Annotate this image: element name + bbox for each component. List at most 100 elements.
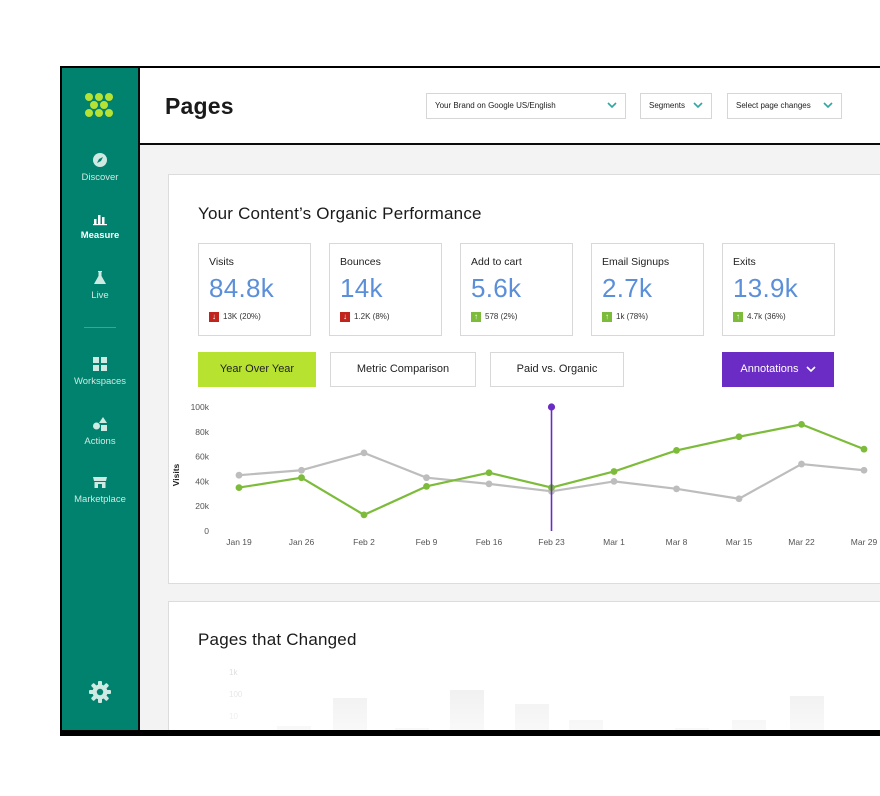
chevron-down-icon: [806, 366, 816, 373]
series-point: [485, 480, 493, 488]
metric-delta-value: 578 (2%): [485, 312, 518, 322]
series-point: [673, 485, 680, 493]
tab-paid-vs-organic[interactable]: Paid vs. Organic: [490, 352, 624, 387]
header: Pages Your Brand on Google US/English Se…: [140, 68, 880, 145]
sidebar-item-label: Marketplace: [74, 494, 126, 505]
sidebar-item-label: Live: [91, 290, 109, 301]
x-tick-label: Mar 29: [851, 537, 878, 547]
app-window: Discover Measure Live Workspaces Actions…: [60, 66, 880, 736]
page-title: Pages: [165, 93, 234, 119]
series-point: [423, 482, 430, 490]
arrow-up-icon: ↑: [471, 312, 481, 322]
x-tick-label: Mar 22: [788, 537, 815, 547]
metric-label: Add to cart: [471, 256, 522, 268]
performance-card: Your Content’s Organic Performance Visit…: [168, 174, 880, 584]
series-point: [798, 460, 805, 468]
flask-icon: [94, 271, 106, 284]
x-tick-label: Feb 9: [416, 537, 438, 547]
gear-icon[interactable]: [88, 680, 112, 704]
sidebar-item-live[interactable]: Live: [62, 270, 138, 301]
series-point: [860, 445, 868, 453]
metric-value: 13.9k: [733, 273, 799, 303]
metric-delta: ↑ 1k (78%): [602, 312, 648, 322]
series-point: [735, 433, 743, 441]
y-tick-label: 20k: [195, 501, 209, 511]
y-axis-label: Visits: [171, 463, 181, 486]
metric-visits[interactable]: Visits 84.8k ↓ 13K (20%): [198, 243, 311, 336]
metric-label: Email Signups: [602, 256, 670, 268]
sidebar-item-measure[interactable]: Measure: [62, 210, 138, 241]
sidebar-item-label: Discover: [81, 172, 119, 183]
page-changes-select[interactable]: Select page changes: [727, 93, 842, 119]
series-point: [860, 466, 868, 474]
x-tick-label: Mar 15: [726, 537, 753, 547]
y-tick-label: 0: [204, 526, 209, 536]
metric-label: Bounces: [340, 256, 381, 268]
y-tick-label: 80k: [195, 427, 209, 437]
brand-select[interactable]: Your Brand on Google US/English: [426, 93, 626, 119]
chevron-down-icon: [607, 102, 617, 109]
x-tick-label: Feb 23: [538, 537, 565, 547]
arrow-down-icon: ↓: [209, 312, 219, 322]
brand-select-value: Your Brand on Google US/English: [435, 101, 556, 110]
metric-value: 5.6k: [471, 273, 522, 303]
sidebar-item-label: Measure: [80, 230, 120, 241]
performance-title: Your Content’s Organic Performance: [198, 204, 482, 223]
series-point: [610, 478, 618, 485]
series-point: [235, 484, 243, 491]
pages-changed-title: Pages that Changed: [198, 630, 357, 649]
sidebar-item-marketplace[interactable]: Marketplace: [62, 474, 138, 505]
compass-icon: [93, 153, 107, 167]
metric-value: 2.7k: [602, 273, 653, 303]
pages-changed-card: Pages that Changed 1k 100 10: [168, 601, 880, 730]
bar-chart-icon: [93, 215, 107, 226]
series-point: [360, 511, 368, 519]
segments-select[interactable]: Segments: [640, 93, 712, 119]
main-content: Pages Your Brand on Google US/English Se…: [140, 68, 880, 730]
metric-delta: ↓ 1.2K (8%): [340, 312, 390, 322]
metric-email-signups[interactable]: Email Signups 2.7k ↑ 1k (78%): [591, 243, 704, 336]
segments-select-value: Segments: [649, 101, 686, 110]
metric-label: Exits: [733, 256, 756, 268]
metric-delta: ↓ 13K (20%): [209, 312, 261, 322]
brand-logo-icon[interactable]: [85, 93, 115, 123]
series-point: [485, 469, 493, 477]
metric-delta-value: 1k (78%): [616, 312, 649, 322]
tab-year-over-year[interactable]: Year Over Year: [198, 352, 316, 387]
x-tick-label: Mar 1: [603, 537, 625, 547]
series-point: [423, 474, 430, 482]
sidebar-item-discover[interactable]: Discover: [62, 152, 138, 183]
shapes-icon: [93, 417, 107, 431]
series-point: [298, 474, 305, 482]
metric-value: 14k: [340, 273, 383, 303]
arrow-up-icon: ↑: [602, 312, 612, 322]
y-tick-label: 100k: [191, 402, 210, 412]
x-tick-label: Jan 19: [226, 537, 252, 547]
series-point: [735, 495, 743, 503]
visits-chart: 100k 80k 60k 40k 20k 0 Visits Jan 19 Jan 26 Feb 2…: [171, 402, 878, 547]
metric-exits[interactable]: Exits 13.9k ↑ 4.7k (36%): [722, 243, 835, 336]
metric-delta-value: 13K (20%): [223, 312, 261, 322]
tab-metric-comparison[interactable]: Metric Comparison: [330, 352, 476, 387]
x-tick-label: Feb 16: [476, 537, 503, 547]
annotations-label: Annotations: [740, 363, 799, 375]
metric-label: Visits: [209, 256, 234, 268]
metric-delta: ↑ 4.7k (36%): [733, 312, 786, 322]
sidebar-item-label: Actions: [84, 436, 116, 447]
metric-delta: ↑ 578 (2%): [471, 312, 517, 322]
annotations-button[interactable]: Annotations: [722, 352, 834, 387]
metric-add-to-cart[interactable]: Add to cart 5.6k ↑ 578 (2%): [460, 243, 573, 336]
metric-bounces[interactable]: Bounces 14k ↓ 1.2K (8%): [329, 243, 442, 336]
sidebar-item-workspaces[interactable]: Workspaces: [62, 356, 138, 387]
series-point: [798, 420, 805, 428]
y-tick-label: 60k: [195, 452, 209, 462]
sidebar-item-actions[interactable]: Actions: [62, 416, 138, 447]
series-point: [610, 468, 618, 475]
store-icon: [93, 477, 107, 488]
metric-value: 84.8k: [209, 273, 275, 303]
chevron-down-icon: [823, 102, 833, 109]
series-point: [298, 466, 305, 474]
x-tick-label: Mar 8: [666, 537, 688, 547]
chevron-down-icon: [693, 102, 703, 109]
annotation-marker: [547, 403, 556, 411]
